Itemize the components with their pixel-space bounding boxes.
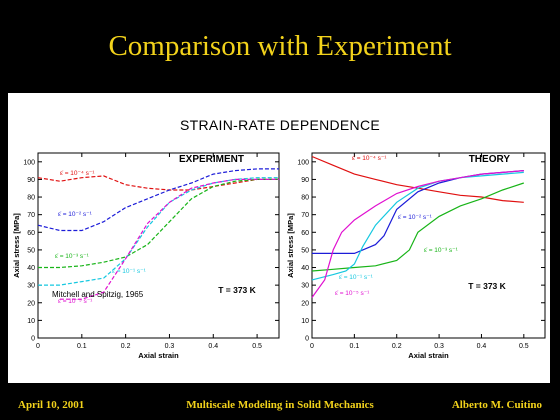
x-tick-label: 0.5 [252,343,262,350]
plot-frame [37,152,280,339]
chart-experiment: 0 0.1 0.2 0.3 0.4 0.5 0 10 20 30 40 50 60 70 80 90 100 Ax… [12,152,280,360]
y-axis-label: Axial stress [MPa] [12,213,21,278]
y-tick-label: 60 [301,230,309,237]
footer-author: Alberto M. Cuitino [451,399,542,411]
y-tick-label: 80 [27,195,35,202]
plot-frame [311,152,546,339]
series-line [311,182,524,272]
y-tick-label: 70 [301,212,309,219]
y-tick-label: 20 [27,300,35,307]
x-tick-label: 0.3 [165,343,175,350]
x-tick-label: 0.1 [349,343,359,350]
panel-title: THEORY [469,154,511,165]
y-tick-label: 100 [297,159,309,166]
series-line [37,175,279,191]
x-tick-label: 0.2 [392,343,402,350]
x-tick-label: 0.2 [121,343,131,350]
figure-title: STRAIN-RATE DEPENDENCE [179,117,381,133]
panel-title: EXPERIMENT [179,154,244,165]
y-tick-label: 30 [301,283,309,290]
x-axis-label: Axial strain [138,351,179,360]
series-line [311,171,524,281]
series-label: ε̇ = 10⁻⁵ s⁻¹ [58,298,93,305]
y-axis-label: Axial stress [MPa] [286,213,295,278]
series-line [311,170,524,298]
y-tick-label: 0 [305,336,309,343]
footer-course: Multiscale Modeling in Solid Mechanics [186,399,374,411]
x-tick-label: 0.4 [477,343,487,350]
y-tick-label: 20 [301,300,309,307]
y-tick-label: 10 [27,318,35,325]
y-tick-label: 40 [301,265,309,272]
series-label: ε̇ = 10⁻⁴ s⁻¹ [352,155,387,162]
series-label: ε̇ = 10⁻² s⁻¹ [58,211,93,218]
series-label: ε̇ = 10⁻³ s⁻¹ [55,253,90,260]
x-tick-label: 0.5 [519,343,529,350]
x-tick-label: 0.4 [208,343,218,350]
y-tick-label: 90 [27,177,35,184]
y-tick-label: 30 [27,283,35,290]
x-tick-label: 0.3 [434,343,444,350]
series-line [59,178,279,300]
series-label: ε̇ = 10⁻¹ s⁻¹ [339,274,374,281]
series-line [312,170,524,254]
series-line [38,178,279,269]
y-tick-label: 80 [301,195,309,202]
annotation: T = 373 K [468,281,506,291]
x-tick-label: 0 [310,343,314,350]
y-tick-label: 0 [31,336,35,343]
y-tick-label: 10 [301,318,309,325]
x-tick-label: 0.1 [77,343,87,350]
series-label: ε̇ = 10⁻³ s⁻¹ [424,247,459,254]
series-label: ε̇ = 10⁻² s⁻¹ [398,214,433,221]
series-label: ε̇ = 10⁻⁵ s⁻¹ [335,290,370,297]
x-axis-label: Axial strain [408,351,449,360]
slide-title: Comparison with Experiment [108,30,452,62]
footer-date: April 10, 2001 [18,399,85,411]
x-tick-label: 0 [36,343,40,350]
y-tick-label: 60 [27,230,35,237]
chart-theory: 0 0.1 0.2 0.3 0.4 0.5 0 10 20 30 40 50 60 70 80 90 100 Ax… [286,152,546,360]
y-tick-label: 90 [301,177,309,184]
y-tick-label: 70 [27,212,35,219]
y-tick-label: 40 [27,265,35,272]
annotation: T = 373 K [218,285,256,295]
y-tick-label: 50 [27,247,35,254]
y-tick-label: 100 [23,159,35,166]
series-label: ε̇ = 10⁻¹ s⁻¹ [112,268,147,275]
series-label: ε̇ = 10⁻⁴ s⁻¹ [60,170,95,177]
y-tick-label: 50 [301,247,309,254]
series-line [37,168,279,232]
annotation: Mitchell and Spitzig, 1965 [52,290,144,299]
